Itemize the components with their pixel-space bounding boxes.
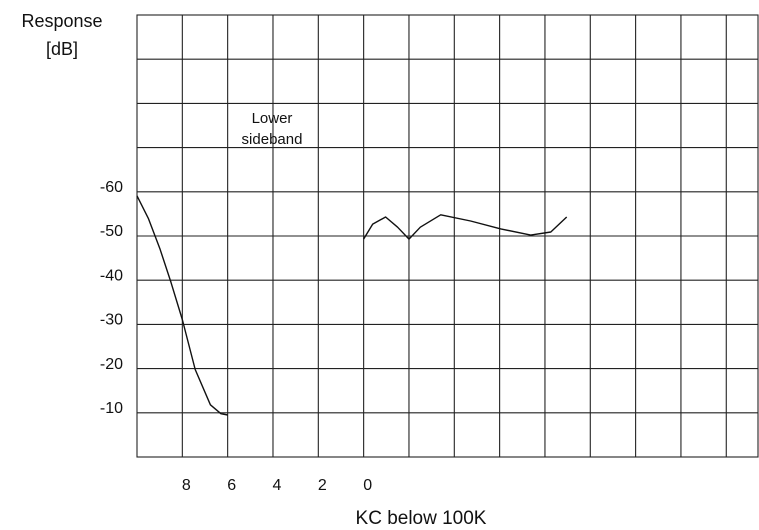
chart: -60 -50 -40 -30 -20 -10 8 6 4 2 0 Response [dB] KC be…: [0, 0, 759, 530]
x-tick-label: 6: [227, 477, 236, 494]
x-tick-label: 2: [318, 477, 327, 494]
y-tick-label: -40: [100, 267, 123, 284]
y-tick-label: -50: [100, 223, 123, 240]
x-tick-label: 8: [182, 477, 191, 494]
x-axis-title: KC below 100K: [356, 508, 487, 529]
y-axis-title: Response: [21, 11, 102, 31]
annotation: Lower: [252, 110, 293, 127]
y-axis-title: [dB]: [46, 39, 78, 59]
y-tick-label: -60: [100, 179, 123, 196]
y-tick-label: -30: [100, 312, 123, 329]
x-tick-label: 4: [273, 477, 282, 494]
y-tick-label: -10: [100, 400, 123, 417]
annotation: sideband: [242, 131, 303, 148]
y-tick-label: -20: [100, 356, 123, 373]
x-tick-label: 0: [363, 477, 372, 494]
